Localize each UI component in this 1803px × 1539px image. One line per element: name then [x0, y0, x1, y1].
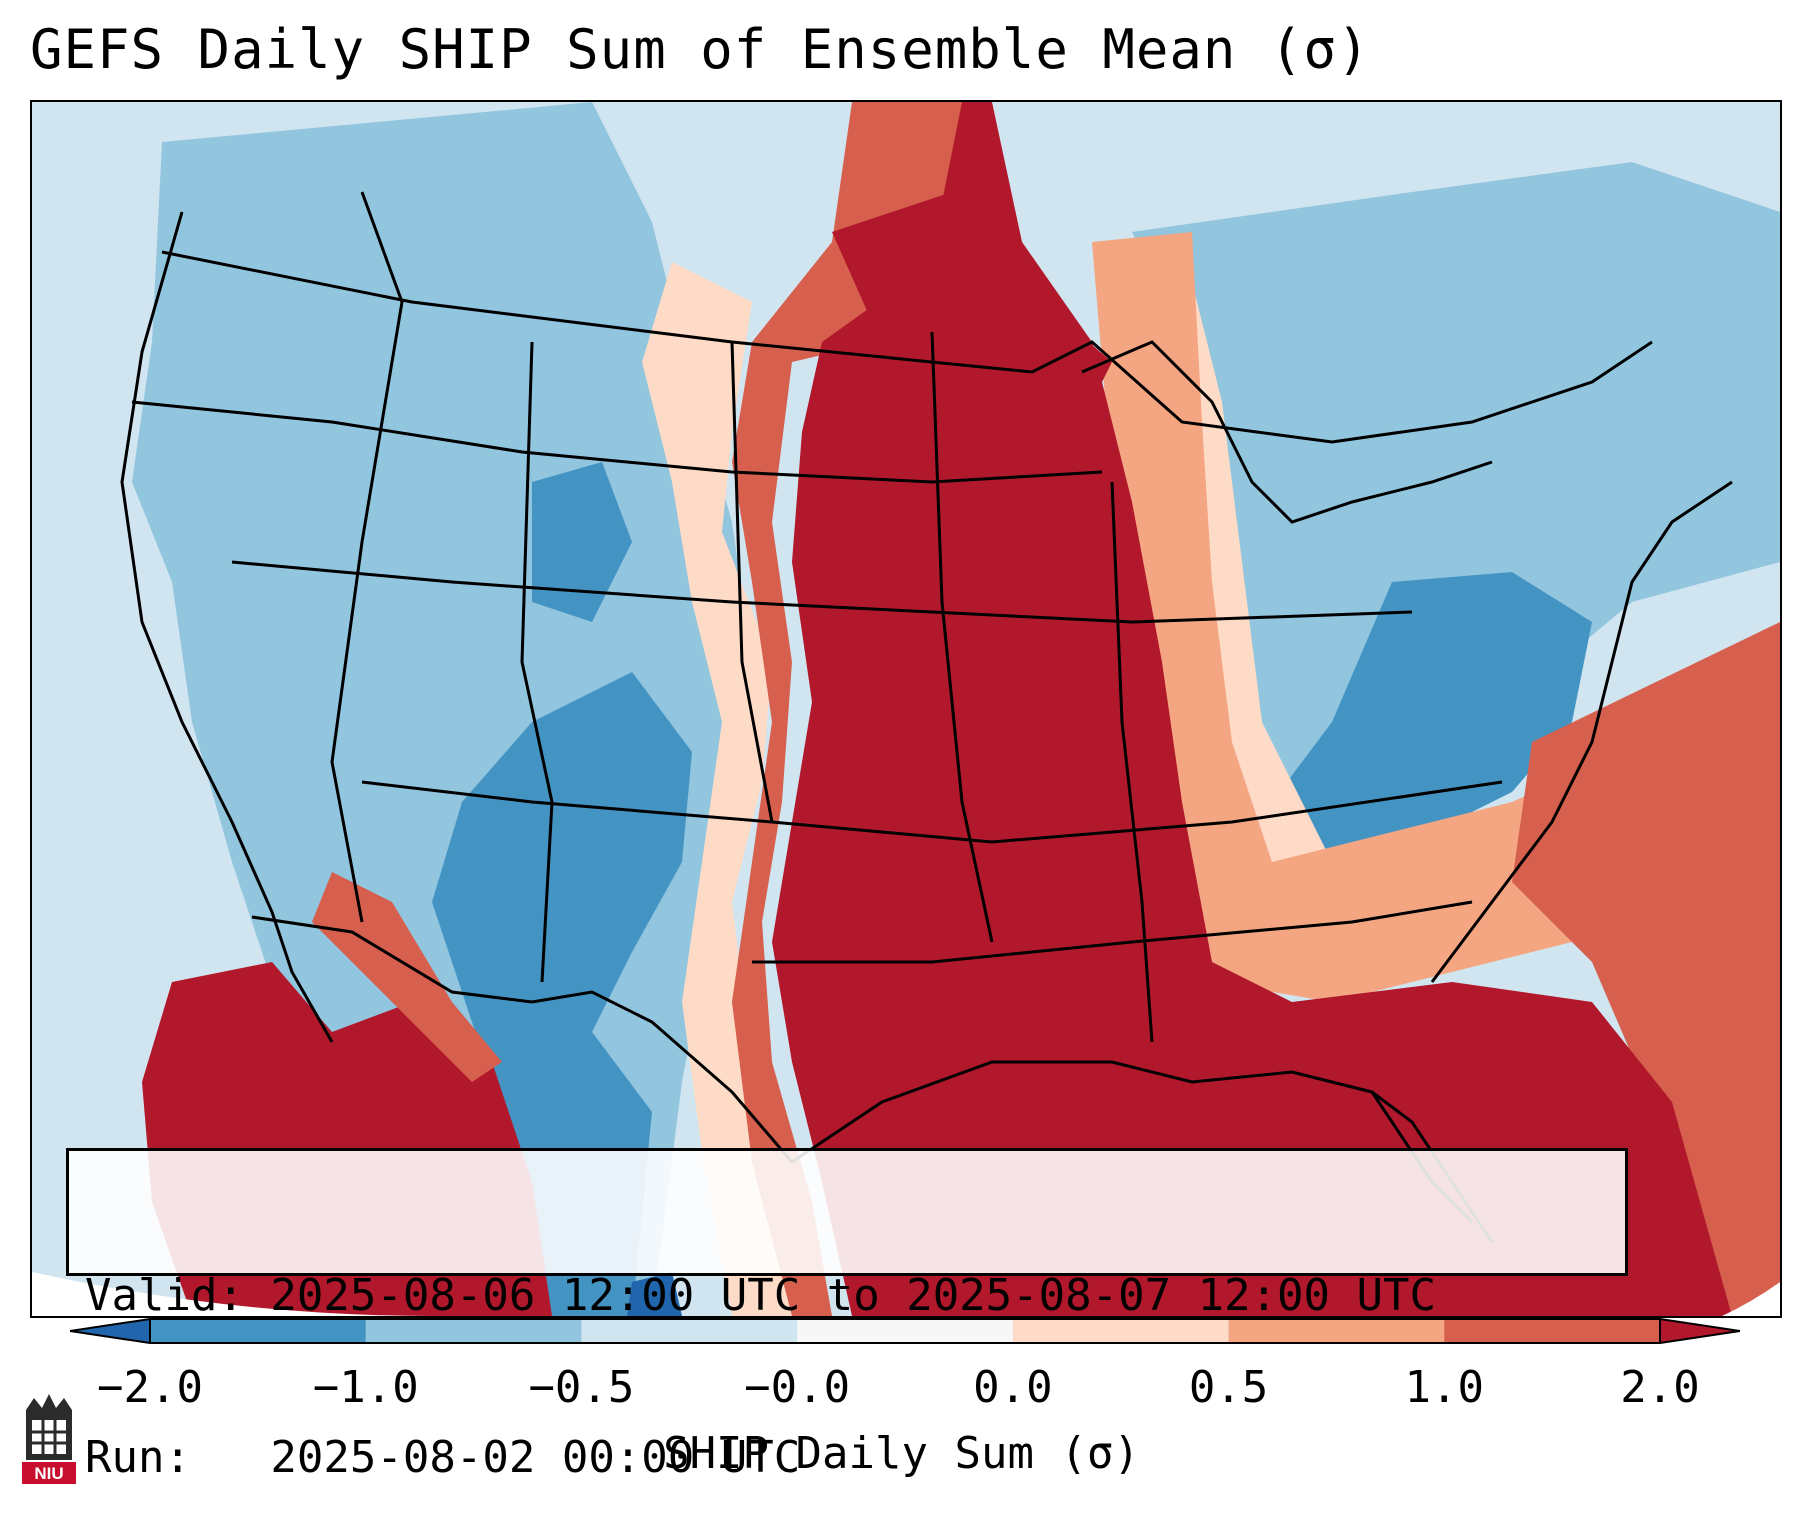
niu-logo-icon: NIU	[22, 1394, 76, 1484]
colorbar-segment	[1228, 1319, 1445, 1343]
colorbar-tick-label: −0.0	[744, 1362, 851, 1413]
strong-positive-north	[832, 182, 1112, 402]
colorbar-tick-label: 1.0	[1404, 1362, 1485, 1413]
strong-positive-central	[772, 102, 1732, 1316]
colorbar-label: SHIP Daily Sum (σ)	[663, 1428, 1140, 1479]
map-panel	[30, 100, 1782, 1318]
interior-meridian-4	[930, 331, 994, 943]
neutral-band-plains	[642, 262, 812, 1316]
valid-run-info-box: Valid: 2025-08-06 12:00 UTC to 2025-08-0…	[66, 1148, 1628, 1483]
interior-meridian-2	[520, 341, 554, 983]
us-west-coast	[120, 211, 334, 1043]
colorbar-tick-label: 0.5	[1188, 1362, 1269, 1413]
colorbar-segment	[1012, 1319, 1230, 1343]
positive-edge-mexico	[312, 872, 502, 1082]
colorbar-tick-label: −1.0	[312, 1362, 419, 1413]
colorbar-segments	[150, 1319, 1661, 1343]
colorbar-segment	[150, 1319, 367, 1343]
political-boundaries	[120, 191, 1733, 1243]
great-lakes	[1081, 340, 1493, 524]
interior-parallel-2	[231, 560, 1413, 624]
colorbar-tick-label: 0.0	[973, 1362, 1053, 1413]
interior-meridian-1	[330, 191, 404, 923]
colorbar-extend-low	[70, 1318, 151, 1344]
run-time-line: Run: 2025-08-02 00:00 UTC	[85, 1432, 801, 1483]
colorbar-segment	[1444, 1319, 1661, 1343]
positive-edge-atlantic	[1512, 622, 1780, 1316]
east-coast	[1430, 480, 1733, 983]
strong-negative-rockies	[532, 462, 632, 622]
interior-meridian-5	[1110, 481, 1154, 1043]
valid-time-line: Valid: 2025-08-06 12:00 UTC to 2025-08-0…	[85, 1270, 1437, 1321]
colorbar-tick-label: 2.0	[1620, 1362, 1700, 1413]
colorbar	[70, 1318, 1740, 1344]
colorbar-segment	[365, 1319, 582, 1343]
logo-text: NIU	[34, 1464, 63, 1483]
off-globe-edge	[32, 1272, 432, 1316]
anomaly-map	[32, 102, 1780, 1316]
colorbar-tick-label: −2.0	[97, 1362, 203, 1413]
colorbar-tick-label: −0.5	[528, 1362, 635, 1413]
map-title: GEFS Daily SHIP Sum of Ensemble Mean (σ)	[30, 18, 1371, 81]
us-canada-border	[161, 250, 1653, 444]
interior-meridian-3	[730, 341, 774, 823]
colorbar-segment	[581, 1319, 798, 1343]
colorbar-outline	[149, 1318, 1661, 1344]
negative-anomaly-east	[1132, 162, 1780, 862]
colorbar-segment	[797, 1319, 1014, 1343]
us-mexico-border	[251, 915, 794, 1163]
interior-parallel-1	[131, 400, 1103, 484]
off-globe-edge-right	[1722, 1282, 1780, 1316]
strong-negative-midatlantic	[1272, 572, 1592, 862]
interior-parallel-4	[752, 900, 1473, 964]
colorbar-extend-high	[1659, 1318, 1740, 1344]
strongest-negative-spot	[627, 1272, 682, 1316]
interior-parallel-3	[361, 780, 1503, 844]
